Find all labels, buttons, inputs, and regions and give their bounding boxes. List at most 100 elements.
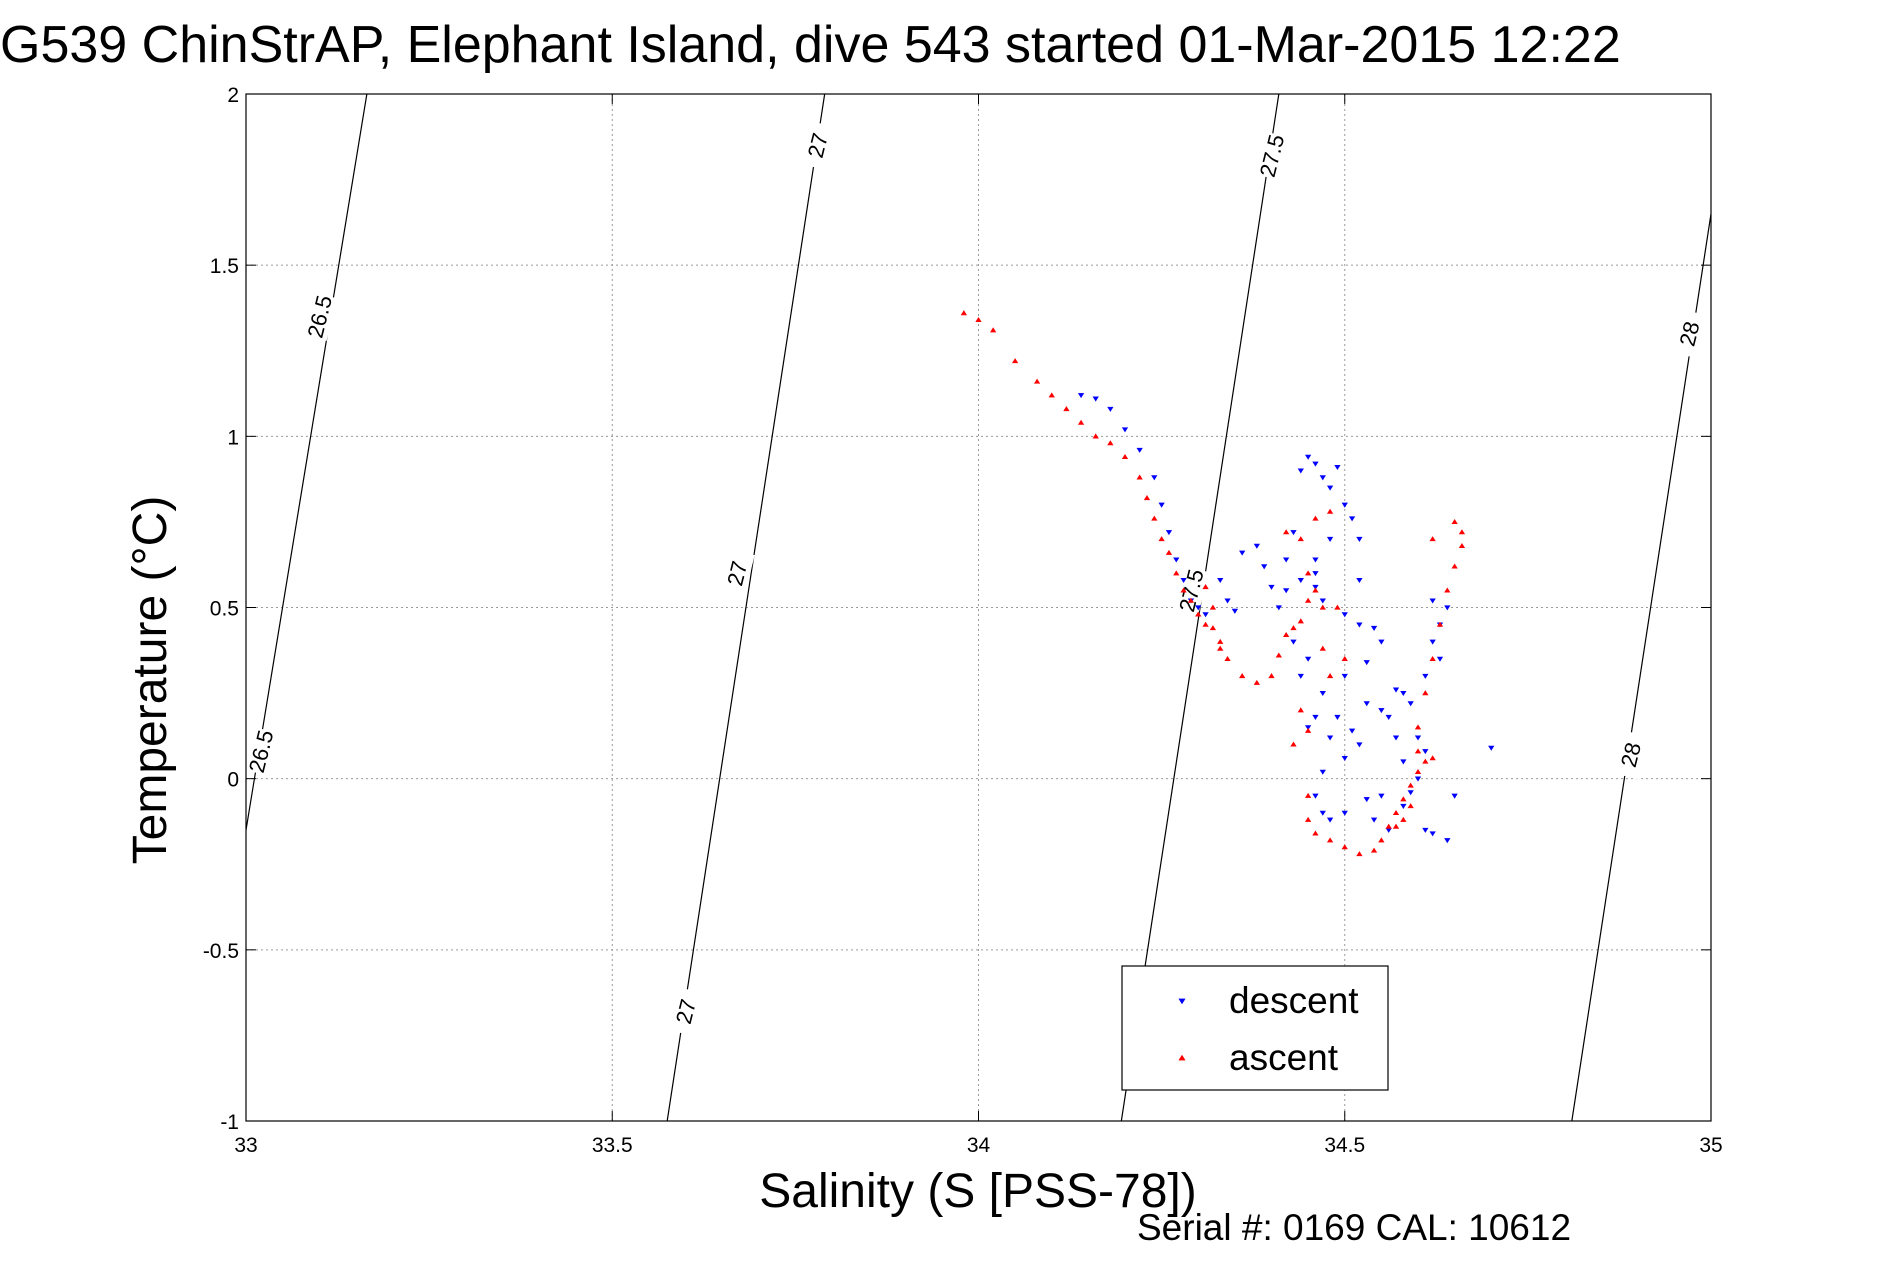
contour-label-bg [718,548,755,598]
descent-point [1348,728,1356,734]
y-axis-label: Temperature (°C) [124,496,177,865]
descent-point [1217,577,1224,584]
descent-point [1290,639,1297,645]
descent-point [1312,557,1319,563]
descent-point [1356,577,1363,584]
ascent-point [1312,830,1319,836]
descent-point [1378,639,1385,645]
contour-label-bg [799,120,836,170]
ascent-point [1209,604,1217,610]
descent-point [1319,690,1326,696]
descent-point [1392,687,1400,693]
ascent-point [1224,655,1231,661]
ascent-point [1180,587,1187,593]
y-tick-label: 0.5 [210,598,239,621]
legend-label-ascent: ascent [1229,1037,1339,1078]
ascent-point [1444,587,1451,593]
ascent-point [1414,768,1422,774]
ascent-point [1165,549,1173,555]
ascent-point [1334,604,1341,610]
ascent-point [1319,604,1326,610]
ascent-point [1458,529,1466,535]
descent-point [1312,714,1319,720]
ascent-point [1407,803,1414,809]
ascent-point [1297,536,1304,542]
serial-footer: Serial #: 0169 CAL: 10612 [1137,1207,1571,1248]
descent-point [1231,608,1239,614]
contour-label-bg [1253,131,1290,181]
ascent-point [1283,631,1290,638]
ascent-point [1429,536,1436,542]
descent-point [1429,639,1436,645]
contour-label-text: 28 [1674,319,1704,349]
descent-point [1378,793,1385,799]
descent-point [1356,742,1363,748]
density-contour-28 [1571,213,1711,1121]
contour-label-text: 28 [1616,740,1646,770]
descent-point [1400,759,1407,765]
descent-point [1136,447,1143,453]
ascent-point [1385,823,1392,829]
descent-point [1385,714,1392,720]
descent-point [1326,735,1334,741]
descent-point [1202,612,1209,618]
x-tick-label: 35 [1699,1134,1722,1157]
descent-point [1334,465,1341,471]
descent-point [1392,735,1400,741]
legend-marker-ascent [1178,1054,1186,1061]
ascent-point [1326,508,1334,514]
ascent-point [1304,792,1312,798]
descent-point [1444,605,1451,611]
descent-point [1261,564,1268,570]
ascent-point [1187,597,1195,603]
ascent-point [1451,519,1458,525]
descent-point [1297,577,1304,584]
axis-ticks [245,93,1712,1122]
ascent-point [1275,652,1282,658]
ascent-point [1458,542,1466,549]
ascent-point [1297,618,1304,624]
legend-box [1121,965,1389,1091]
ascent-point [1290,741,1297,747]
contour-label-text: 27 [722,558,752,588]
descent-point [1422,749,1429,755]
descent-point [1312,461,1319,467]
ascent-point [1063,406,1070,412]
legend-marker-descent-shape [1178,998,1186,1005]
ascent-point [1304,727,1312,733]
y-tick-label: 1 [227,426,239,449]
ascent-point [1290,625,1297,631]
density-contour-27 [666,94,826,1121]
contour-label: 28 [1612,730,1649,780]
ascent-point [1378,837,1385,843]
descent-point [1268,584,1275,590]
ascent-point [1136,474,1143,480]
descent-point [1341,502,1348,508]
x-tick-labels: 33 33.5 34 34.5 35 [234,1134,1722,1157]
ascent-point [1341,844,1348,850]
ascent-point [1304,570,1312,576]
descent-point [1312,584,1319,590]
ascent-point [1407,782,1414,788]
descent-point [1283,557,1290,563]
descent-point [1422,827,1429,833]
descent-point [1356,536,1363,542]
ascent-point [1011,358,1019,364]
legend: descent ascent [1121,965,1389,1091]
descent-point [1334,714,1341,720]
descent-point [1488,745,1495,751]
ascent-point [1077,419,1085,425]
ascent-point [1436,621,1444,627]
ascent-point [1326,837,1334,843]
ascent-point [1033,378,1041,384]
descent-point [1422,673,1429,679]
ascent-point [1429,655,1436,661]
descent-point [1378,708,1385,714]
ascent-point [1304,597,1312,603]
ascent-point [1202,621,1209,627]
ascent-point [1217,645,1224,651]
ascent-point [1392,823,1400,829]
ascent-point [1209,625,1217,631]
descent-point [1151,475,1158,481]
